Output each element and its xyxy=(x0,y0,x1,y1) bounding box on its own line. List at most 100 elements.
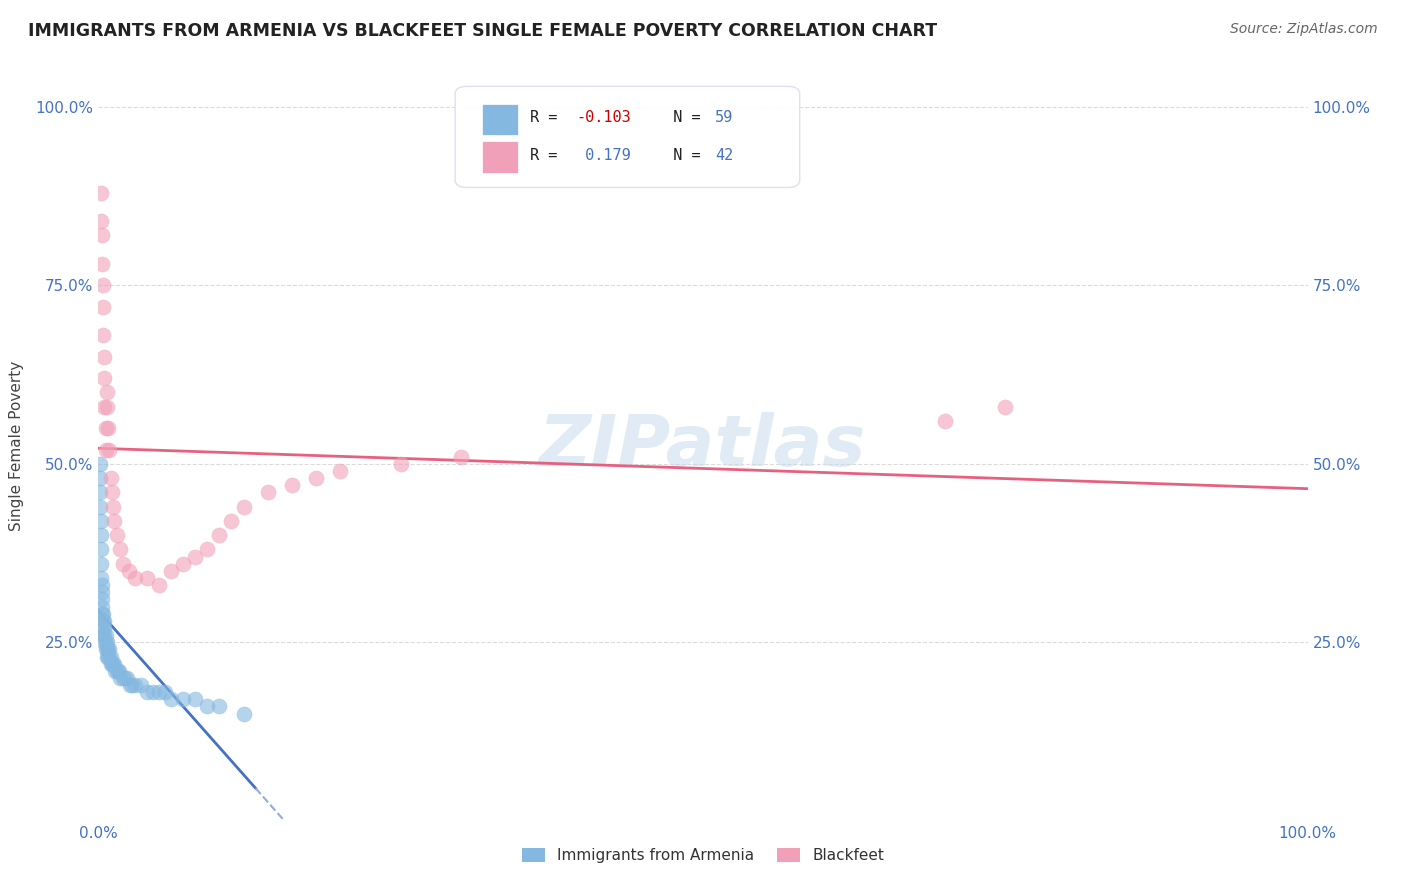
Point xyxy=(103,514,125,528)
Point xyxy=(994,400,1017,414)
Point xyxy=(129,678,152,692)
Point xyxy=(97,642,120,657)
Point xyxy=(118,678,141,692)
Text: N =: N = xyxy=(655,148,710,162)
Text: 42: 42 xyxy=(716,148,734,162)
Point xyxy=(91,628,114,642)
Point xyxy=(91,300,114,314)
Point xyxy=(153,685,176,699)
Point xyxy=(148,578,170,592)
Point xyxy=(172,692,194,706)
Legend: Immigrants from Armenia, Blackfeet: Immigrants from Armenia, Blackfeet xyxy=(516,842,890,869)
Point xyxy=(221,514,243,528)
Point xyxy=(100,657,122,671)
Point xyxy=(91,592,114,607)
Point xyxy=(184,692,207,706)
Point xyxy=(93,350,115,364)
Point xyxy=(93,371,115,385)
Text: ZIPatlas: ZIPatlas xyxy=(540,411,866,481)
Text: N =: N = xyxy=(655,111,710,125)
Point xyxy=(160,692,183,706)
Point xyxy=(94,442,117,457)
Point xyxy=(195,699,218,714)
Point xyxy=(142,685,165,699)
Point xyxy=(184,549,207,564)
Point xyxy=(105,664,128,678)
Point xyxy=(90,514,112,528)
Point xyxy=(100,649,122,664)
Point xyxy=(96,642,118,657)
Point xyxy=(232,706,254,721)
Point xyxy=(91,607,114,621)
Text: 0.179: 0.179 xyxy=(576,148,631,162)
Point xyxy=(135,571,157,585)
Point xyxy=(100,471,122,485)
Point xyxy=(90,528,112,542)
Point xyxy=(96,649,118,664)
Point xyxy=(124,571,146,585)
Point xyxy=(107,664,129,678)
Point xyxy=(98,642,121,657)
Point xyxy=(98,649,121,664)
Point xyxy=(172,557,194,571)
Text: Source: ZipAtlas.com: Source: ZipAtlas.com xyxy=(1230,22,1378,37)
Point xyxy=(93,400,115,414)
Point xyxy=(208,699,231,714)
Point xyxy=(96,385,118,400)
Point xyxy=(117,671,139,685)
Text: 59: 59 xyxy=(716,111,734,125)
Point xyxy=(281,478,304,492)
Point xyxy=(111,671,134,685)
Point xyxy=(195,542,218,557)
FancyBboxPatch shape xyxy=(482,103,517,135)
Point xyxy=(91,607,114,621)
Point xyxy=(160,564,183,578)
Point xyxy=(101,657,124,671)
Point xyxy=(256,485,278,500)
Point xyxy=(89,457,111,471)
Point xyxy=(93,635,115,649)
Point xyxy=(124,678,146,692)
Point xyxy=(91,328,114,343)
Point xyxy=(111,557,134,571)
Point xyxy=(103,657,125,671)
Point xyxy=(93,628,115,642)
Point xyxy=(148,685,170,699)
Point xyxy=(114,671,136,685)
Point xyxy=(91,614,114,628)
Point xyxy=(108,671,131,685)
Point xyxy=(91,257,114,271)
Point xyxy=(91,278,114,293)
Point xyxy=(100,657,122,671)
Point xyxy=(90,214,112,228)
Point xyxy=(305,471,328,485)
FancyBboxPatch shape xyxy=(482,141,517,172)
Point xyxy=(89,471,111,485)
Point xyxy=(94,635,117,649)
Text: R =: R = xyxy=(530,148,567,162)
Point xyxy=(100,485,122,500)
Point xyxy=(389,457,412,471)
Point xyxy=(105,528,128,542)
Point xyxy=(89,485,111,500)
Point xyxy=(90,571,112,585)
Text: -0.103: -0.103 xyxy=(576,111,631,125)
Point xyxy=(93,614,115,628)
Point xyxy=(97,649,120,664)
Point xyxy=(208,528,231,542)
Point xyxy=(96,635,118,649)
FancyBboxPatch shape xyxy=(456,87,800,187)
Point xyxy=(94,642,117,657)
Point xyxy=(232,500,254,514)
Point xyxy=(90,186,112,200)
Y-axis label: Single Female Poverty: Single Female Poverty xyxy=(10,361,24,531)
Point xyxy=(118,564,141,578)
Point xyxy=(450,450,472,464)
Point xyxy=(90,557,112,571)
Point xyxy=(89,500,111,514)
Point xyxy=(98,442,121,457)
Point xyxy=(121,678,143,692)
Point xyxy=(108,542,131,557)
Point xyxy=(91,228,114,243)
Text: R =: R = xyxy=(530,111,567,125)
